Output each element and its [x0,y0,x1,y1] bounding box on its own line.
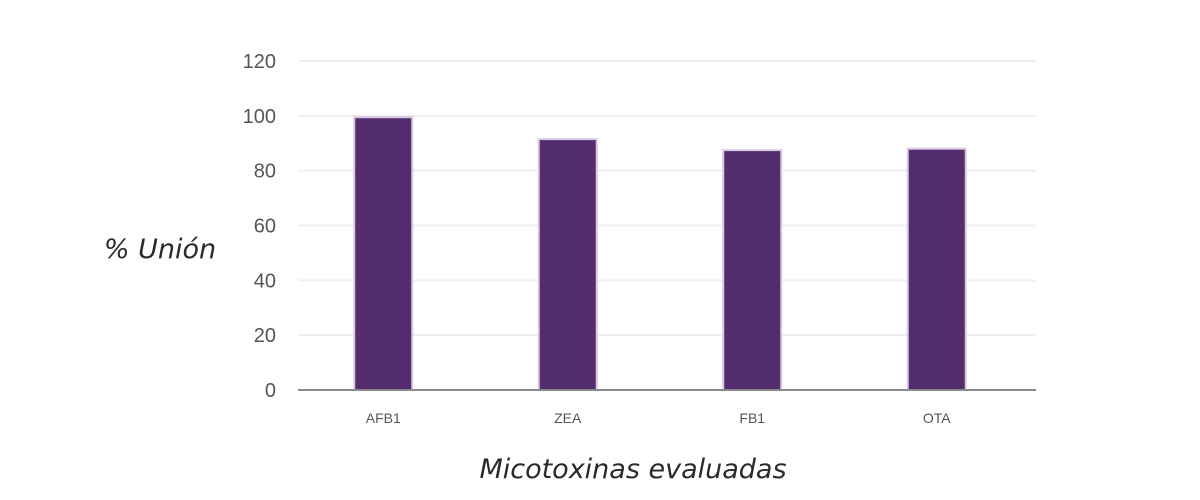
x-tick-label: AFB1 [366,410,401,426]
x-tick-label: FB1 [739,410,765,426]
x-tick-label: ZEA [554,410,582,426]
bar-ota [906,147,967,391]
y-tick-label: 60 [254,216,276,238]
bar-zea [537,138,598,391]
x-axis-title: Micotoxinas evaluadas [479,454,786,485]
y-axis-title: % Unión [104,234,216,265]
bar-fb1 [722,149,783,391]
y-tick-label: 40 [254,270,276,292]
y-tick-label: 100 [243,106,276,128]
y-tick-label: 0 [265,380,276,402]
x-tick-label: OTA [923,410,951,426]
y-axis-ticks: 0 20 40 60 80 100 120 [243,51,276,402]
y-tick-label: 80 [254,161,276,183]
x-axis-ticks: AFB1 ZEA FB1 OTA [366,410,952,426]
y-tick-label: 20 [254,325,276,347]
bar-afb1 [353,116,414,392]
y-tick-label: 120 [243,51,276,73]
bars [353,116,967,392]
